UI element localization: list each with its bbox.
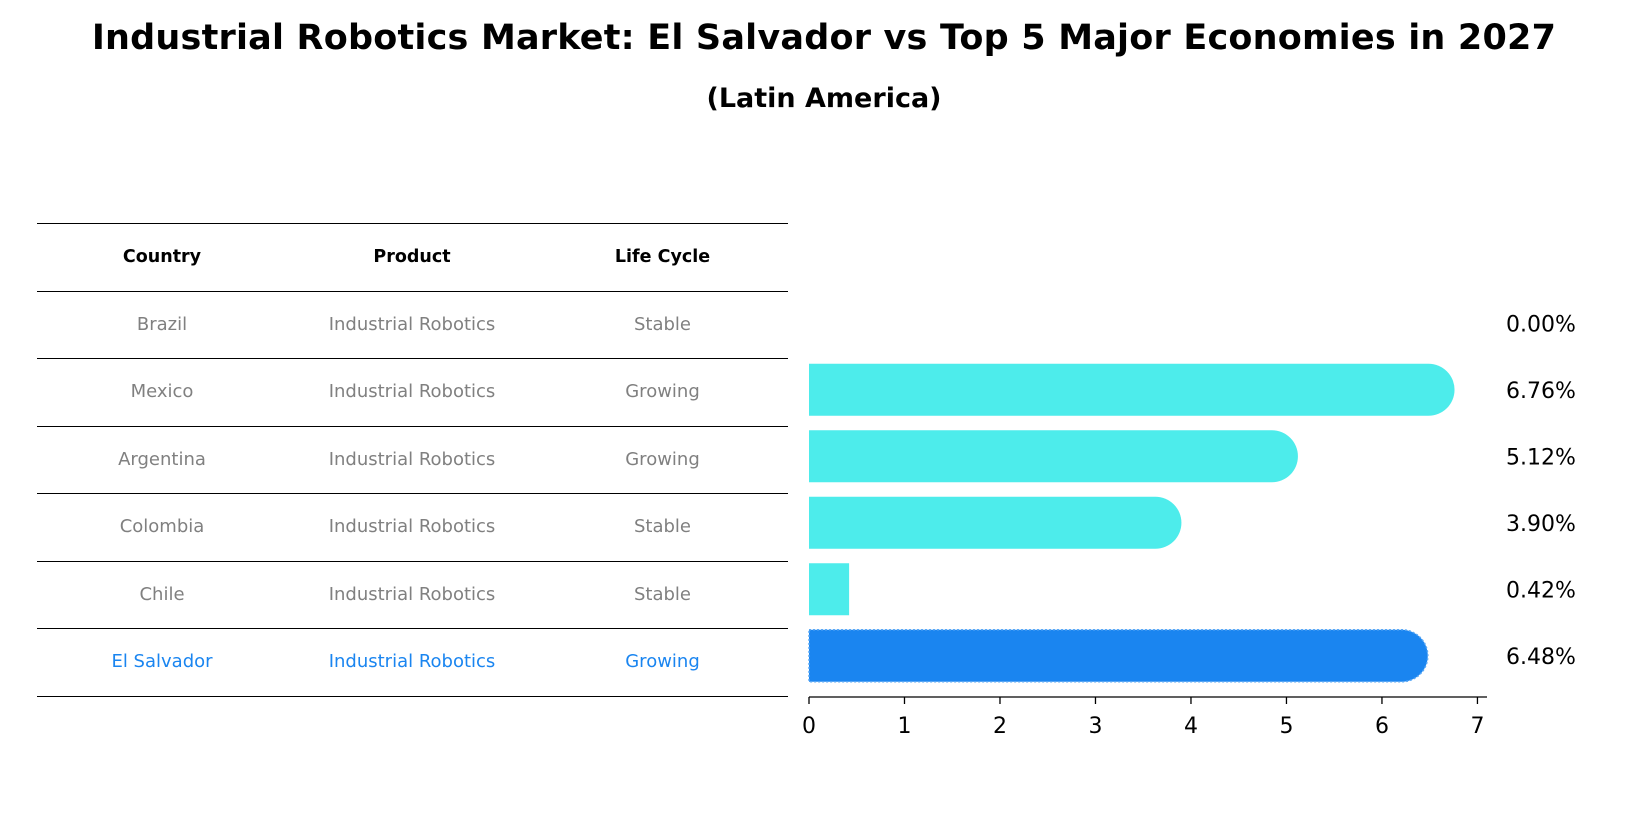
table-row: Brazil Industrial Robotics Stable [37,290,788,359]
cell-country: Brazil [136,313,188,335]
bar [809,363,1455,416]
cell-product: Industrial Robotics [328,448,496,470]
value-label: 6.76% [1506,379,1576,404]
cell-product: Industrial Robotics [328,583,496,605]
table-row: Colombia Industrial Robotics Stable [37,493,788,561]
cell-country: Argentina [118,448,206,470]
x-tick-label: 1 [897,714,911,739]
x-tick-label: 6 [1375,714,1389,739]
cell-product: Industrial Robotics [328,516,496,537]
table-row: Chile Industrial Robotics Stable [37,560,788,629]
cell-country: Colombia [119,516,205,537]
cell-country: Mexico [130,381,194,402]
x-tick-label: 3 [1088,714,1102,739]
table-row-highlighted: El Salvador Industrial Robotics Growing [37,628,788,697]
value-label: 0.00% [1506,312,1576,337]
table-row: Argentina Industrial Robotics Growing [37,425,788,494]
bar-highlighted [808,629,1429,683]
header-life-cycle: Life Cycle [614,247,711,267]
cell-life-cycle: Stable [633,313,691,335]
header-product: Product [373,247,451,267]
table-row: Mexico Industrial Robotics Growing [37,358,788,426]
table-header-row: Country Product Life Cycle [37,223,788,291]
cell-product: Industrial Robotics [328,651,496,672]
cell-life-cycle: Stable [633,583,691,605]
value-label: 0.42% [1506,578,1576,603]
value-label: 6.48% [1506,645,1576,670]
cell-product: Industrial Robotics [328,313,496,335]
chart-title: Industrial Robotics Market: El Salvador … [91,18,1557,58]
cell-life-cycle: Growing [625,448,700,470]
x-tick-label: 7 [1470,714,1484,739]
cell-life-cycle: Stable [633,516,691,537]
x-tick-label: 0 [802,714,816,739]
cell-life-cycle: Growing [625,651,700,672]
value-label: 3.90% [1506,512,1576,537]
cell-country: El Salvador [111,651,213,672]
x-tick-label: 2 [993,714,1007,739]
data-table: Country Product Life Cycle Brazil Indust… [37,223,788,697]
bar [809,563,850,616]
value-label: 5.12% [1506,445,1576,470]
x-tick-label: 4 [1184,714,1198,739]
cell-life-cycle: Growing [625,381,700,402]
cell-product: Industrial Robotics [328,381,496,402]
bar [809,430,1298,483]
chart-subtitle: (Latin America) [706,83,942,114]
header-country: Country [122,247,202,267]
x-tick-label: 5 [1279,714,1293,739]
cell-country: Chile [139,583,185,605]
bar [809,496,1182,549]
